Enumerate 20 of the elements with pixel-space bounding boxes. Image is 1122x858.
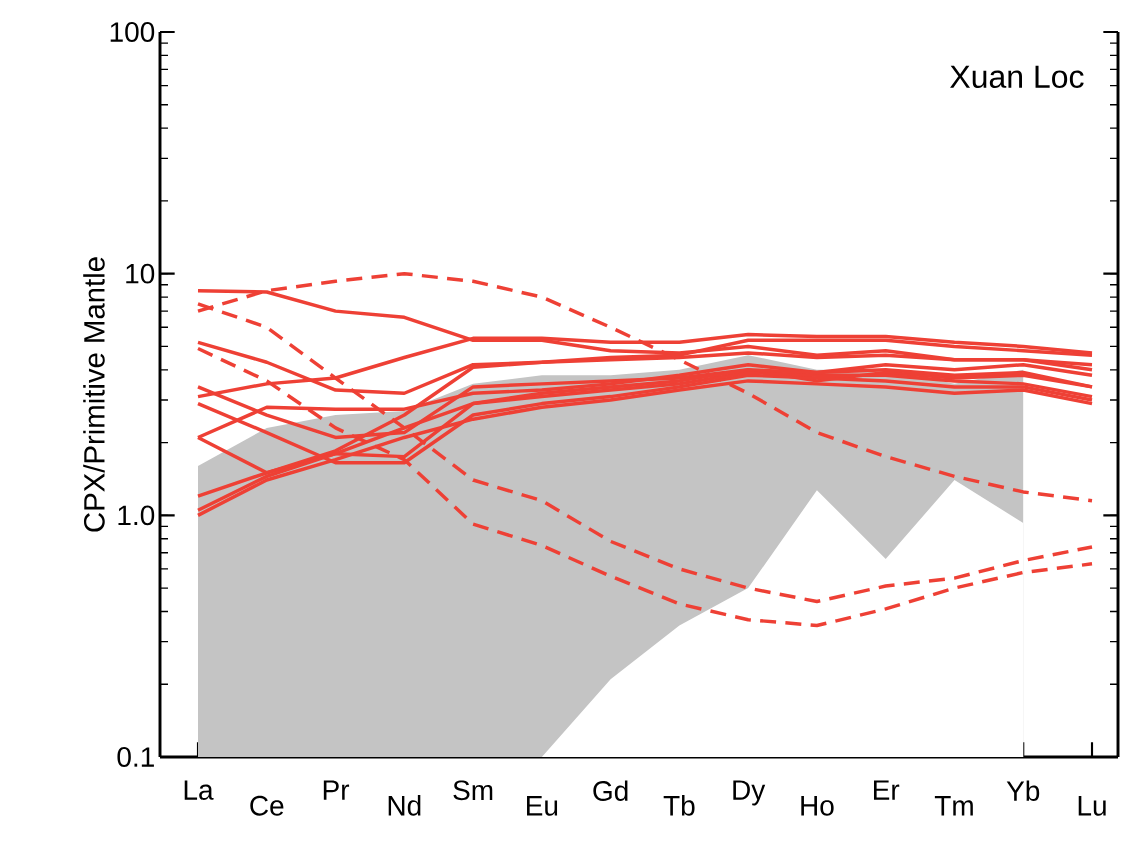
x-tick-label: Nd [388,795,421,816]
x-tick-label: Er [874,780,900,800]
x-tick-label: Ho [801,796,834,816]
x-tick-label: Pr [323,780,350,800]
y-tick-label: 0.1 [117,747,154,767]
y-tick-label: 100 [110,22,155,42]
x-tick-label: Sm [453,780,493,801]
y-tick-label: 1.0 [118,505,155,526]
x-tick-label: Dy [733,780,766,806]
y-axis-title: CPX/Primitive Mantle [83,257,105,532]
y-tick-label: 10 [126,263,155,284]
x-tick-label: Yb [1006,780,1040,801]
x-tick-label: Lu [1078,796,1106,816]
x-tick-label: Tm [934,796,973,816]
x-tick-label: La [184,780,214,800]
x-tick-label: Ce [250,795,284,816]
x-tick-label: Gd [593,780,628,801]
annotation: Xuan Loc [950,65,1084,89]
x-tick-label: Tb [663,795,695,816]
x-tick-label: Eu [527,796,558,816]
